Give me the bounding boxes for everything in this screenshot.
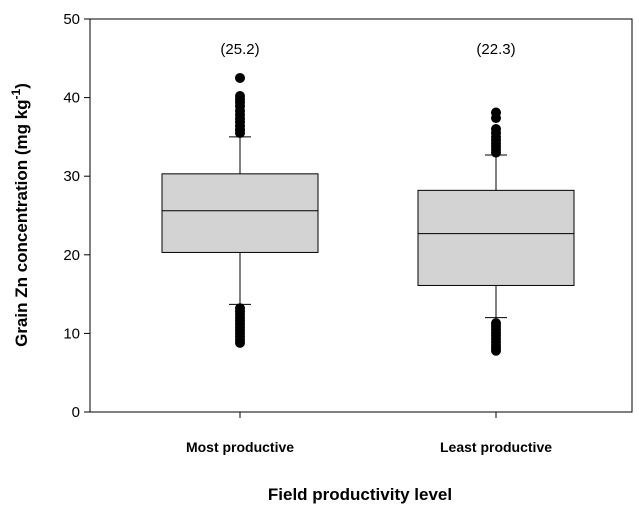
y-axis-title-end: ) [12,83,31,89]
y-axis-title-superscript: -1 [9,88,23,99]
outlier-point [235,127,245,138]
iqr-box [417,189,575,286]
y-tick-label: 10 [63,325,80,342]
labels: Field productivity level Grain Zn concen… [9,83,452,504]
outlier-point [491,113,501,124]
mean-annotation: (25.2) [220,41,259,58]
plot-frame [89,18,633,413]
y-axis-title-main: Grain Zn concentration (mg kg [12,99,31,346]
outlier-point [235,337,245,348]
x-tick-label: Most productive [186,439,294,455]
box-group: (22.3) [417,41,575,356]
outlier-point [235,72,245,83]
y-tick-label: 30 [63,168,80,185]
box-group: (25.2) [161,41,319,348]
boxes: (25.2) (22.3) [161,41,575,356]
x-axis-title: Field productivity level [268,485,452,504]
x-tick-label: Least productive [440,439,552,455]
y-axis-title: Grain Zn concentration (mg kg-1) [9,83,31,347]
y-tick-label: 40 [63,90,80,107]
y-tick-label: 50 [63,11,80,28]
mean-annotation: (22.3) [476,41,515,58]
outlier-point [491,345,501,356]
y-tick-label: 0 [72,404,80,421]
axes: 0 10 20 30 40 50 Most productive Least producti… [63,11,633,455]
y-tick-label: 20 [63,247,80,264]
iqr-box [161,173,319,253]
outlier-point [491,147,501,158]
